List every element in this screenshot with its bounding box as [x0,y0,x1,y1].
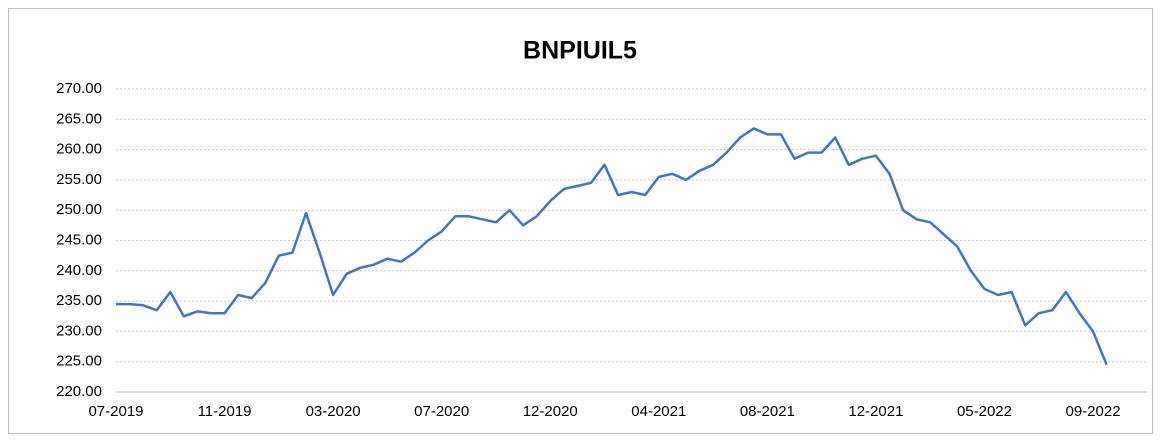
y-tick-label: 230.00 [56,322,102,339]
x-tick-label: 07-2019 [88,403,143,420]
x-tick-label: 12-2020 [523,403,578,420]
x-tick-label: 05-2022 [957,403,1012,420]
y-tick-label: 240.00 [56,262,102,279]
x-tick-label: 08-2021 [740,403,795,420]
y-tick-label: 235.00 [56,292,102,309]
line-series [116,127,1108,366]
x-tick-label: 09-2022 [1066,403,1121,420]
y-tick-label: 225.00 [56,353,102,370]
x-tick-label: 04-2021 [631,403,686,420]
chart-title: BNPIUIL5 [523,37,637,65]
y-tick-label: 260.00 [56,141,102,158]
chart-border [8,8,1153,434]
y-tick-label: 265.00 [56,110,102,127]
y-tick-label: 250.00 [56,201,102,218]
y-tick-label: 245.00 [56,231,102,248]
x-tick-label: 07-2020 [414,403,469,420]
x-tick-label: 12-2021 [848,403,903,420]
y-tick-label: 270.00 [56,80,102,97]
y-tick-label: 255.00 [56,171,102,188]
y-tick-label: 220.00 [56,383,102,400]
x-tick-label: 11-2019 [198,403,252,420]
x-tick-label: 03-2020 [306,403,361,420]
